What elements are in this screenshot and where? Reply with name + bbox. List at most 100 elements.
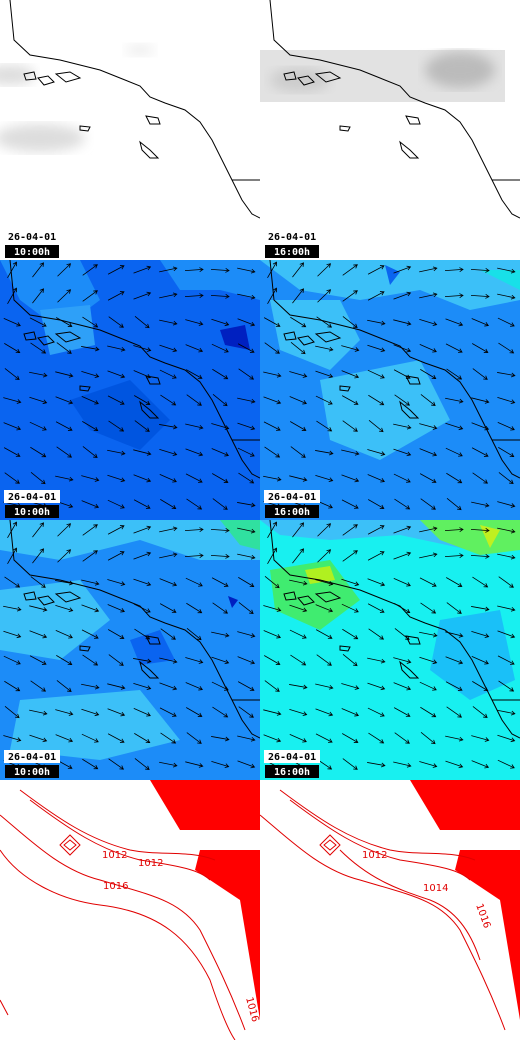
wind-arrow [289,684,308,690]
wind-arrow [159,319,178,326]
wind-arrow [238,602,254,615]
wind-arrow [393,369,411,379]
wind-arrow [237,527,256,534]
wind-arrow [210,294,230,299]
wind-arrow [341,578,360,587]
wind-arrow [108,316,124,328]
wind-arrow [133,449,152,456]
wind-arrow [56,342,72,354]
wind-arrow [317,523,332,537]
wind-arrow [55,580,74,586]
wind-arrow [133,474,152,483]
wind-arrow [81,629,99,639]
wind-arrow [394,732,410,744]
wind-arrow [315,450,334,456]
date-bg [4,490,60,503]
wind-arrow [238,472,255,484]
wind-arrow [419,318,438,326]
wind-arrow [289,604,308,613]
wind-arrow [367,603,385,613]
wind-arrow [419,577,437,587]
wind-panel [0,520,260,780]
wind-arrow [185,369,203,379]
wind-arrow [185,473,203,483]
wind-arrow [445,343,463,353]
wind-arrow [55,734,74,743]
wind-arrow [81,475,100,482]
wind-arrow [341,395,359,405]
time-labels: 26-04-01 10:00h 26-04-01 16:00h 26-04-01 10:0… [4,230,320,778]
wind-arrow [133,551,152,560]
wind-arrow [82,290,98,302]
wind-arrow [107,370,126,379]
wind-arrow [30,446,47,458]
wind-arrow [237,318,256,327]
wind-arrow [3,605,22,612]
date-label: 26-04-01 [8,752,56,763]
wind-arrow [446,602,462,614]
wind-arrow [82,316,99,328]
wind-arrow [264,576,280,589]
wind-arrow [342,628,359,640]
wind-arrow [315,708,334,717]
wind-arrow [471,735,490,742]
wind-arrow [419,292,438,299]
wind-arrow [212,368,229,380]
wind-arrow [108,758,125,770]
wind-arrow [7,287,17,304]
wind-arrow [497,734,516,743]
wind-arrow [55,421,73,431]
wind-arrow [56,317,73,327]
wind-arrow [497,372,516,378]
wind-arrow [419,552,438,559]
wind-arrow [30,576,46,588]
wind-arrow [185,448,204,457]
wind-arrow [237,681,255,691]
wind-arrow [159,707,177,717]
wind-arrow [57,523,72,537]
wind-arrow [315,733,333,743]
wind-arrow [368,394,385,406]
wind-arrow [394,603,411,614]
wind-arrow [107,708,126,717]
date-label: 26-04-01 [8,492,56,503]
wind-arrow [393,551,412,560]
wind-arrow [107,579,126,586]
wind-arrow [419,423,438,430]
wind-arrow [419,656,438,665]
wind-arrow [134,316,150,329]
wind-arrow [341,345,360,352]
wind-arrow [497,553,516,560]
time-label: 16:00h [274,767,310,778]
wind-arrow [497,421,515,431]
wind-arrow [29,371,48,378]
wind-arrow [4,680,21,692]
wind-arrow [212,498,228,510]
wind-arrow [315,474,334,482]
wind-arrow [368,628,385,640]
wind-arrow [81,604,100,613]
wind-arrow [263,317,281,327]
wind-arrow [342,758,358,770]
wind-arrow [315,395,333,405]
wind-arrow [184,267,204,272]
wind-arrow [29,396,48,405]
wind-arrow [159,578,178,587]
wind-arrow [393,707,411,717]
wind-arrow [315,604,334,613]
wind-arrow [133,578,152,587]
wind-arrow [237,502,256,508]
wind-arrow [367,578,386,587]
wind-arrow [393,265,412,274]
wind-arrow [446,498,462,511]
wind-arrow [32,548,45,564]
wind-arrow [472,706,488,719]
wind-arrow [419,526,438,533]
wind-arrow [133,345,152,352]
wind-arrow [394,628,410,641]
wind-arrow [315,345,334,352]
wind-arrow [292,522,305,538]
wind-arrow [267,287,277,304]
wind-arrow [419,631,438,638]
time-label: 10:00h [14,767,50,778]
